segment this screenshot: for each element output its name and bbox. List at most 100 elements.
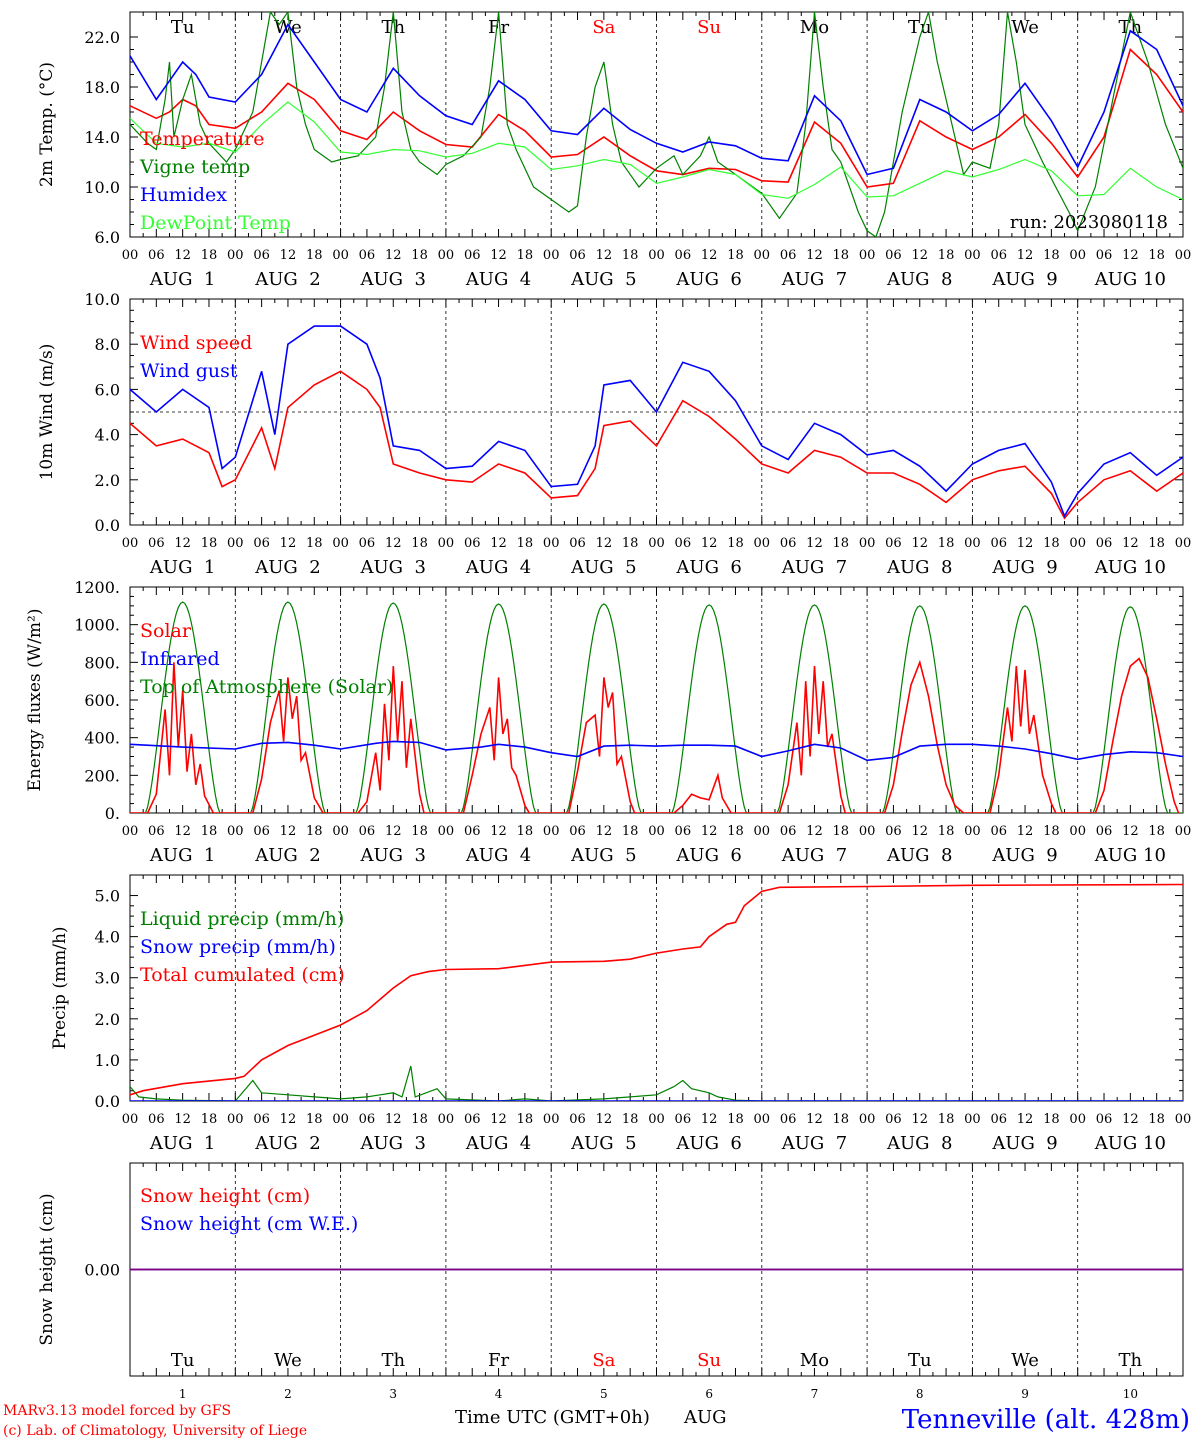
hour-tick-label: 18: [306, 248, 323, 263]
series-top-of-atmosphere: [130, 601, 1183, 813]
panel-5: 0.00 Snow height (cm) Snow height (cm) Snow…: [37, 1162, 1184, 1377]
hour-tick-label: 00: [122, 248, 139, 263]
legend-entry: Infrared: [140, 648, 220, 670]
series-line-2-1: [130, 325, 1183, 518]
series-line-3-1: [130, 740, 1183, 762]
station-label: Tenneville (alt. 428m): [902, 1405, 1190, 1435]
hour-tick-label: 12: [1122, 536, 1139, 551]
panel-2: 0.0 2.0 4.0 6.0 8.0 10.0 10m Wind (m/s) 00 06 12 1…: [37, 290, 1191, 578]
series-line-1-2: [130, 22, 1183, 176]
day-label: AUG 1: [149, 1133, 215, 1154]
hour-tick-label: 00: [1175, 1112, 1192, 1127]
y-tick-label: 0.0: [95, 1092, 120, 1111]
weekday-label: Fr: [488, 1350, 509, 1371]
hour-tick-label: 12: [280, 536, 297, 551]
y-tick-label: 5.0: [95, 887, 120, 906]
weekday-label: Tu: [171, 17, 195, 38]
hour-tick-label: 12: [701, 536, 718, 551]
day-number: 5: [600, 1387, 608, 1401]
hour-tick-label: 18: [411, 536, 428, 551]
day-label: AUG 9: [991, 557, 1057, 578]
legend-entry: Snow precip (mm/h): [140, 936, 336, 958]
day-number: 9: [1021, 1387, 1029, 1401]
hour-tick-label: 18: [833, 248, 850, 263]
day-label: AUG 7: [781, 845, 847, 866]
weekday-label: We: [1011, 17, 1039, 38]
hour-tick-label: 18: [306, 824, 323, 839]
hour-tick-label: 00: [754, 824, 771, 839]
hour-tick-label: 06: [569, 536, 586, 551]
hour-tick-label: 00: [543, 248, 560, 263]
hour-tick-label: 00: [754, 1112, 771, 1127]
hour-tick-label: 18: [727, 248, 744, 263]
hour-tick-label: 12: [1017, 248, 1034, 263]
hour-tick-label: 00: [964, 248, 981, 263]
hour-tick-label: 06: [885, 824, 902, 839]
hour-tick-label: 12: [1017, 824, 1034, 839]
hour-tick-label: 06: [675, 824, 692, 839]
weekday-label: Th: [381, 1350, 405, 1371]
weekday-label: Th: [1119, 17, 1143, 38]
day-label: AUG 10: [1094, 557, 1166, 578]
hour-tick-label: 06: [990, 1112, 1007, 1127]
day-label: AUG 6: [675, 269, 741, 290]
day-label: AUG 3: [360, 557, 426, 578]
day-label: AUG 4: [465, 269, 531, 290]
legend-entry: Snow height (cm): [140, 1185, 310, 1207]
hour-tick-label: 06: [464, 536, 481, 551]
day-label: AUG 4: [465, 1133, 531, 1154]
day-label: AUG 3: [360, 1133, 426, 1154]
hour-tick-label: 12: [701, 824, 718, 839]
hour-tick-label: 12: [385, 1112, 402, 1127]
weekday-label: Th: [381, 17, 405, 38]
y-tick-label: 18.0: [84, 78, 120, 97]
weekday-label: We: [1011, 1350, 1039, 1371]
day-label: AUG 5: [570, 269, 636, 290]
day-label: AUG 4: [465, 845, 531, 866]
hour-tick-label: 18: [201, 1112, 218, 1127]
day-number: 2: [284, 1387, 292, 1401]
y-tick-label: 1200.: [74, 578, 120, 597]
hour-tick-label: 00: [648, 536, 665, 551]
hour-tick-label: 06: [464, 1112, 481, 1127]
hour-tick-label: 06: [675, 536, 692, 551]
hour-tick-label: 00: [1175, 248, 1192, 263]
hour-tick-label: 00: [227, 536, 244, 551]
y-axis-label: Energy fluxes (W/m²): [25, 609, 45, 792]
hour-tick-label: 06: [1096, 248, 1113, 263]
weekday-label: Mo: [800, 1350, 829, 1371]
hour-tick-label: 12: [596, 1112, 613, 1127]
hour-tick-label: 00: [859, 824, 876, 839]
y-tick-label: 400.: [84, 729, 120, 748]
hour-tick-label: 06: [780, 1112, 797, 1127]
hour-tick-label: 18: [1148, 824, 1165, 839]
hour-tick-label: 00: [543, 824, 560, 839]
hour-tick-label: 18: [411, 1112, 428, 1127]
hour-tick-label: 18: [306, 1112, 323, 1127]
hour-tick-label: 00: [227, 824, 244, 839]
day-label: AUG 7: [781, 269, 847, 290]
hour-tick-label: 12: [1017, 536, 1034, 551]
hour-tick-label: 12: [911, 536, 928, 551]
day-label: AUG 8: [886, 1133, 952, 1154]
weekday-label: Mo: [800, 17, 829, 38]
day-label: AUG 3: [360, 845, 426, 866]
hour-tick-label: 00: [1175, 824, 1192, 839]
y-axis-label: 10m Wind (m/s): [37, 344, 57, 481]
panel-4: 0.0 1.0 2.0 3.0 4.0 5.0 Precip (mm/h) 00 06 12 18 A…: [50, 874, 1192, 1154]
hour-tick-label: 12: [701, 248, 718, 263]
footer-credit-line: (c) Lab. of Climatology, University of L…: [3, 1423, 307, 1439]
hour-tick-label: 00: [1069, 248, 1086, 263]
hour-tick-label: 18: [727, 824, 744, 839]
hour-tick-label: 00: [438, 824, 455, 839]
hour-tick-label: 18: [201, 248, 218, 263]
day-label: AUG 3: [360, 269, 426, 290]
hour-tick-label: 18: [938, 1112, 955, 1127]
y-tick-label: 600.: [84, 691, 120, 710]
hour-tick-label: 18: [833, 824, 850, 839]
hour-tick-label: 06: [253, 1112, 270, 1127]
day-label: AUG 9: [991, 1133, 1057, 1154]
hour-tick-label: 06: [148, 536, 165, 551]
hour-tick-label: 00: [438, 536, 455, 551]
weekday-label: We: [274, 17, 302, 38]
